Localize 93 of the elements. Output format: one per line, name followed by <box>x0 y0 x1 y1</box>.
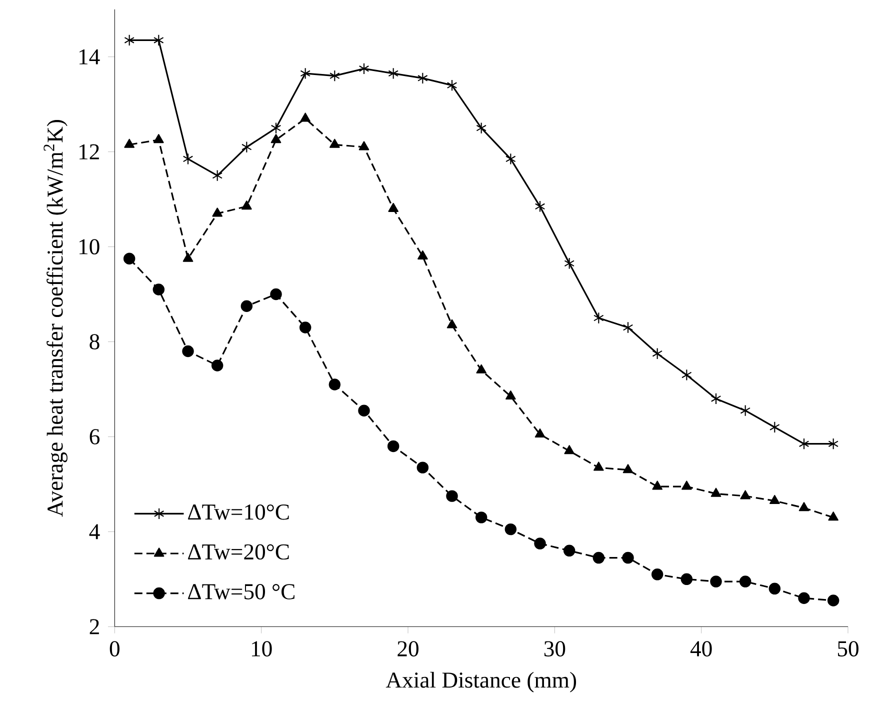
x-tick-label: 20 <box>398 641 418 656</box>
point <box>182 153 194 165</box>
point <box>270 122 282 134</box>
point <box>770 421 780 434</box>
point <box>154 134 164 144</box>
point <box>768 582 781 595</box>
y-tick-label: 4 <box>89 524 100 540</box>
point <box>680 573 693 586</box>
point <box>446 79 458 92</box>
point <box>270 288 282 300</box>
point <box>652 348 662 360</box>
point <box>476 122 486 134</box>
point <box>798 438 810 450</box>
point <box>387 440 400 452</box>
point <box>212 170 222 182</box>
y-tick-label: 6 <box>90 429 100 444</box>
point <box>710 392 722 405</box>
point <box>827 594 840 606</box>
point <box>594 312 604 324</box>
point <box>152 284 165 296</box>
point <box>622 464 634 474</box>
point <box>564 258 574 270</box>
x-tick-label: 0 <box>110 641 120 656</box>
point <box>622 552 634 564</box>
y-tick-label: 8 <box>90 334 100 350</box>
point <box>242 141 252 153</box>
point <box>154 34 164 46</box>
point <box>651 568 664 580</box>
point <box>211 360 224 372</box>
point <box>330 138 340 148</box>
point <box>388 68 398 80</box>
point <box>592 552 605 564</box>
point <box>739 576 752 588</box>
point <box>476 364 486 374</box>
point <box>418 72 428 84</box>
y-tick-label: 2 <box>90 619 99 634</box>
point <box>212 208 222 217</box>
point <box>330 70 340 82</box>
point <box>475 512 488 524</box>
y-tick-label: 14 <box>80 49 100 64</box>
y-axis-title: Average heat transfer coefficient (kW/m$^{2}$K) <box>44 120 68 517</box>
x-axis-title: Axial Distance (mm) <box>386 672 576 692</box>
point <box>182 345 194 358</box>
point <box>418 250 428 260</box>
point <box>534 428 546 438</box>
point <box>124 34 134 46</box>
legend-label: ΔTw=50 °C <box>188 584 294 600</box>
x-tick-label: 10 <box>252 641 272 656</box>
point <box>563 544 576 557</box>
point <box>534 538 546 550</box>
y-tick-label: 12 <box>80 144 99 160</box>
point <box>710 488 722 497</box>
point <box>506 153 516 165</box>
legend-label: ΔTw=10°C <box>188 504 289 520</box>
point <box>710 576 722 588</box>
point <box>416 462 429 474</box>
y-tick-label: 10 <box>80 239 100 254</box>
point <box>358 141 370 150</box>
point <box>240 300 253 312</box>
point <box>270 134 282 144</box>
x-tick-label: 50 <box>838 641 858 656</box>
point <box>622 322 634 334</box>
legend-label: ΔTw=20°C <box>188 544 289 560</box>
x-tick-label: 30 <box>544 641 566 656</box>
point <box>300 112 310 122</box>
point <box>299 322 312 334</box>
point <box>828 438 838 450</box>
point <box>358 404 370 416</box>
point <box>358 62 370 75</box>
point <box>798 502 810 512</box>
x-tick-label: 40 <box>690 641 712 656</box>
point <box>446 490 458 502</box>
point <box>770 494 780 504</box>
point <box>242 200 252 210</box>
point <box>124 138 134 148</box>
point <box>506 390 516 400</box>
point <box>682 480 692 490</box>
point <box>652 480 662 490</box>
point <box>798 592 810 604</box>
point <box>300 68 310 80</box>
point <box>682 369 692 381</box>
point <box>388 202 398 212</box>
point <box>740 404 750 416</box>
point <box>182 252 194 262</box>
point <box>123 252 136 264</box>
point <box>828 512 838 521</box>
point <box>534 200 546 212</box>
point <box>328 378 341 390</box>
point <box>594 462 604 471</box>
point <box>740 490 750 500</box>
point <box>564 445 574 454</box>
point <box>504 523 517 536</box>
point <box>446 319 458 328</box>
